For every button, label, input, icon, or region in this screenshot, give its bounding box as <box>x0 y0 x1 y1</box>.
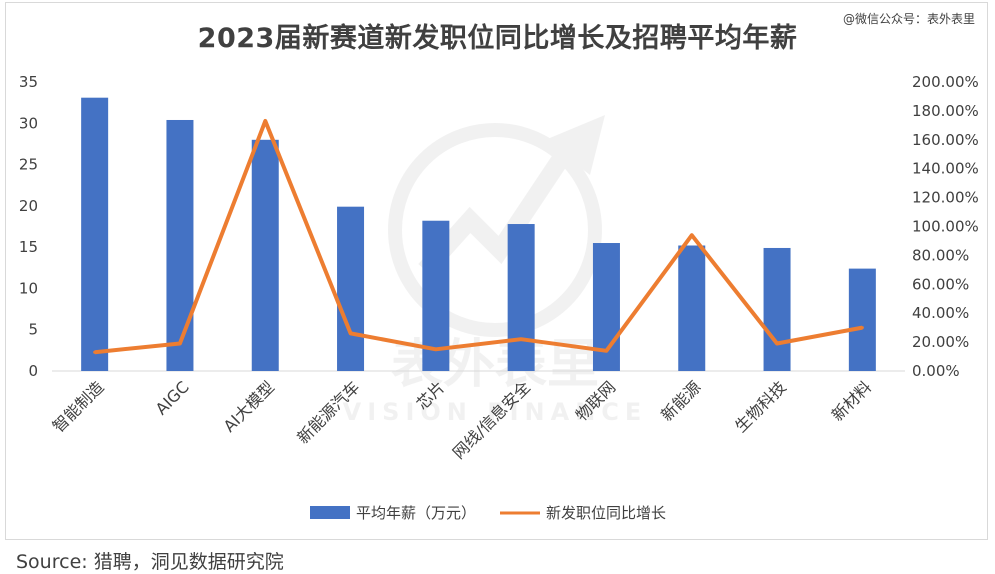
right-axis-tick-label: 180.00% <box>912 102 979 120</box>
source-note: Source: 猎聘，洞见数据研究院 <box>16 551 284 573</box>
category-label: 新能源 <box>657 377 704 424</box>
right-axis: 0.00% 20.00% 40.00% 60.00% 80.00% 100.00% 120.… <box>912 73 979 380</box>
line-point <box>604 349 608 353</box>
line-point <box>519 337 523 341</box>
line-point <box>349 331 353 335</box>
left-axis-tick-label: 20 <box>19 197 38 215</box>
line-series <box>93 119 864 355</box>
right-axis-tick-label: 20.00% <box>912 333 969 351</box>
bar <box>507 224 535 371</box>
bar <box>337 206 365 371</box>
category-label: 生物科技 <box>731 377 790 436</box>
category-label: 新材料 <box>828 377 875 424</box>
bar-series <box>81 97 876 372</box>
bar <box>251 139 279 371</box>
line-point <box>263 119 267 123</box>
left-axis-tick-label: 35 <box>19 73 38 91</box>
left-axis-tick-label: 15 <box>19 238 38 256</box>
watermark-en-text: VISION FINANCE <box>343 398 648 426</box>
right-axis-tick-label: 40.00% <box>912 304 969 322</box>
category-label: 智能制造 <box>49 377 108 436</box>
right-axis-tick-label: 200.00% <box>912 73 979 91</box>
bar <box>166 119 194 372</box>
bar <box>848 268 876 371</box>
legend-swatch-bar <box>310 506 350 519</box>
right-axis-tick-label: 0.00% <box>912 362 960 380</box>
left-axis-tick-label: 25 <box>19 156 38 174</box>
chart-title: 2023届新赛道新发职位同比增长及招聘平均年薪 <box>197 23 798 54</box>
right-axis-tick-label: 140.00% <box>912 160 979 178</box>
left-axis-tick-label: 30 <box>19 114 38 132</box>
left-axis: 0 5 10 15 20 25 30 35 <box>19 73 38 380</box>
line-point <box>178 342 182 346</box>
bar <box>763 247 791 371</box>
right-axis-tick-label: 100.00% <box>912 218 979 236</box>
line-point <box>434 347 438 351</box>
left-axis-tick-label: 5 <box>28 321 38 339</box>
watermark-logo-ring <box>388 123 602 337</box>
legend-label-bar: 平均年薪（万元） <box>356 504 476 522</box>
watermark-tag: @微信公众号：表外表里 <box>842 12 975 26</box>
left-axis-tick-label: 10 <box>19 279 38 297</box>
right-axis-tick-label: 160.00% <box>912 131 979 149</box>
right-axis-tick-label: 60.00% <box>912 275 969 293</box>
left-axis-tick-label: 0 <box>28 362 38 380</box>
bar <box>81 97 109 371</box>
line-point <box>690 233 694 237</box>
line-point <box>860 326 864 330</box>
legend-label-line: 新发职位同比增长 <box>546 504 666 522</box>
line-point <box>775 342 779 346</box>
category-label: AIGC <box>152 377 193 418</box>
right-axis-tick-label: 120.00% <box>912 189 979 207</box>
legend: 平均年薪（万元） 新发职位同比增长 <box>310 504 666 522</box>
watermark-logo-arrowhead <box>545 115 605 175</box>
category-label: AI大模型 <box>220 377 278 435</box>
line-point <box>93 350 97 354</box>
bar <box>678 245 706 371</box>
right-axis-tick-label: 80.00% <box>912 246 969 264</box>
line-path <box>94 119 863 355</box>
